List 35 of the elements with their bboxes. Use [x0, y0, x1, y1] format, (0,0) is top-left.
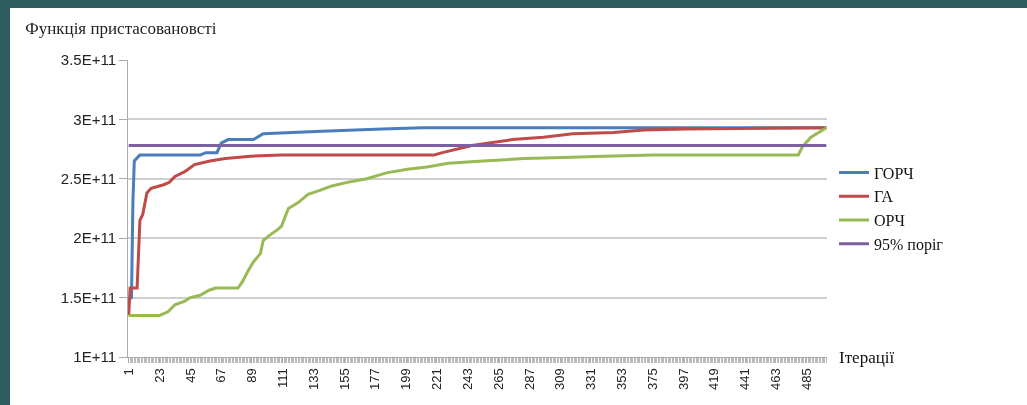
- y-tick-label: 2E+11: [73, 229, 116, 247]
- x-tick-label: 309: [552, 368, 568, 390]
- x-tick-label: 1: [120, 368, 136, 376]
- x-axis-title: Ітерації: [839, 348, 895, 367]
- legend-label: ОРЧ: [873, 212, 905, 230]
- x-tick-label: 441: [737, 368, 753, 390]
- x-tick-label: 221: [429, 368, 445, 390]
- legend-label: ГА: [873, 188, 894, 206]
- x-tick-label: 133: [305, 368, 321, 390]
- chart-title: Функція пристасовановсті: [25, 18, 217, 38]
- x-tick-label: 485: [798, 368, 814, 390]
- y-tick-label: 3.5E+11: [60, 51, 116, 69]
- x-tick-label: 155: [336, 368, 352, 390]
- x-tick-label: 67: [213, 368, 229, 383]
- x-tick-label: 397: [675, 368, 691, 390]
- x-tick-label: 353: [614, 368, 630, 390]
- x-tick-label: 177: [367, 368, 383, 390]
- x-tick-label: 45: [182, 368, 198, 383]
- x-tick-label: 463: [768, 368, 784, 390]
- x-tick-label: 375: [644, 368, 660, 390]
- y-tick-label: 1E+11: [73, 348, 116, 366]
- x-tick-label: 265: [490, 368, 506, 390]
- legend-label: 95% поріг: [873, 236, 944, 255]
- x-tick-label: 111: [275, 368, 291, 388]
- legend-label: ГОРЧ: [873, 164, 914, 182]
- y-tick-label: 2.5E+11: [60, 170, 116, 188]
- x-tick-label: 419: [706, 368, 722, 390]
- y-tick-label: 1.5E+11: [60, 288, 116, 306]
- x-tick-label: 23: [151, 368, 167, 383]
- x-tick-label: 331: [583, 368, 599, 390]
- y-tick-label: 3E+11: [73, 110, 116, 128]
- x-tick-label: 199: [398, 368, 414, 390]
- x-tick-label: 89: [244, 368, 260, 383]
- x-tick-label: 287: [521, 368, 537, 390]
- x-tick-label: 243: [459, 368, 475, 390]
